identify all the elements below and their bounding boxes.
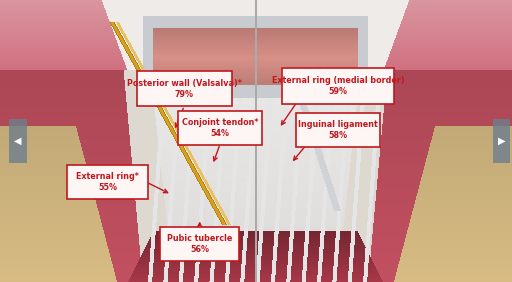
FancyBboxPatch shape [493, 119, 510, 163]
Text: External ring*
55%: External ring* 55% [76, 172, 139, 192]
FancyBboxPatch shape [67, 165, 148, 199]
Text: Pubic tubercle
56%: Pubic tubercle 56% [167, 234, 232, 254]
Text: Conjoint tendon*
54%: Conjoint tendon* 54% [182, 118, 259, 138]
Text: Inguinal ligament
58%: Inguinal ligament 58% [298, 120, 378, 140]
FancyBboxPatch shape [9, 119, 27, 163]
FancyBboxPatch shape [282, 69, 394, 104]
FancyBboxPatch shape [160, 227, 240, 261]
FancyBboxPatch shape [296, 113, 380, 147]
Text: ▶: ▶ [498, 136, 505, 146]
FancyBboxPatch shape [137, 71, 231, 106]
FancyBboxPatch shape [178, 111, 262, 145]
Text: Posterior wall (Valsalva)*
79%: Posterior wall (Valsalva)* 79% [127, 79, 242, 99]
Text: ◀: ◀ [14, 136, 22, 146]
Text: External ring (medial border)
59%: External ring (medial border) 59% [271, 76, 404, 96]
